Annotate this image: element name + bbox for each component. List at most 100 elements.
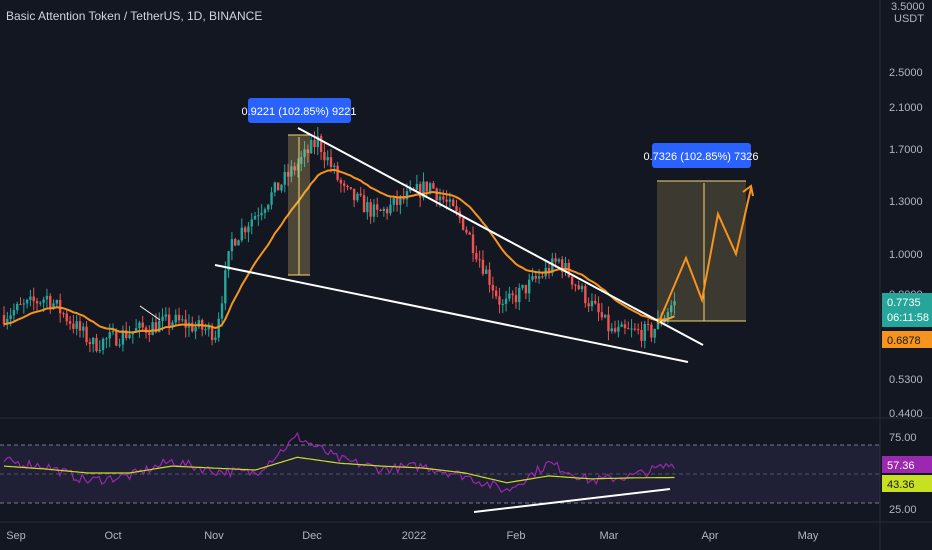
candle-body — [62, 313, 65, 315]
candle-body — [134, 328, 138, 332]
time-label-apr: Apr — [701, 530, 718, 542]
candle-body — [475, 253, 478, 260]
candle-body — [379, 209, 382, 211]
candle-body — [537, 276, 541, 279]
candle-body — [42, 299, 45, 303]
rsi-axis[interactable]: 75.00 57.36 43.36 25.00 — [882, 432, 932, 516]
candle-body — [260, 212, 263, 216]
candle-body — [214, 337, 217, 340]
candle-body — [2, 315, 6, 325]
candle-body — [78, 321, 82, 331]
candle-body — [584, 285, 587, 304]
candle-body — [39, 302, 42, 304]
candle-body — [445, 199, 448, 202]
rsi-ma-line — [3, 456, 675, 484]
time-label-oct: Oct — [104, 530, 121, 542]
candle-body — [673, 301, 676, 306]
candle-body — [220, 303, 224, 319]
candle-body — [118, 344, 121, 346]
candle-body — [372, 204, 376, 217]
price-tick-0: 3.5000 — [891, 1, 925, 13]
candle-body — [121, 330, 125, 345]
candle-body — [181, 319, 184, 321]
candle-body — [442, 196, 445, 200]
candle-body — [306, 149, 310, 154]
candle-body — [273, 182, 277, 193]
candle-body — [471, 234, 475, 254]
candle-body — [349, 187, 353, 189]
candle-body — [91, 337, 95, 345]
candle-body — [247, 226, 250, 233]
candle-body — [290, 166, 293, 177]
candle-body — [577, 285, 580, 290]
candle-body — [280, 184, 283, 191]
candle-body — [257, 215, 260, 217]
candle-body — [55, 299, 59, 304]
candle-body — [210, 325, 214, 340]
candle-body — [111, 330, 115, 333]
candle-body — [534, 276, 537, 279]
candle-body — [293, 166, 296, 171]
candle-body — [267, 204, 270, 210]
candle-body — [643, 323, 646, 341]
candle-body — [428, 183, 432, 192]
candle-body — [455, 206, 458, 212]
candle-body — [369, 202, 372, 217]
measure-label-2: 0.7326 (102.85%) 7326 — [644, 151, 759, 163]
candle-body — [352, 188, 356, 201]
time-axis[interactable]: Sep Oct Nov Dec 2022 Feb Mar Apr May — [6, 530, 819, 542]
candle-body — [405, 191, 409, 200]
projection-arrowhead — [742, 184, 754, 197]
candle-body — [296, 163, 300, 171]
candle-body — [376, 204, 379, 210]
candle-body — [564, 263, 567, 272]
candle-body — [511, 293, 514, 296]
candle-body — [630, 328, 633, 330]
wedge-lower-trendline[interactable] — [214, 264, 689, 363]
candle-body — [68, 321, 72, 324]
ema-line — [3, 168, 675, 334]
candle-body — [237, 240, 240, 246]
projection-path[interactable] — [657, 187, 752, 325]
candle-body — [531, 276, 534, 280]
candle-body — [283, 171, 286, 185]
candle-body — [45, 295, 49, 300]
candle-body — [85, 326, 88, 343]
candle-body — [240, 227, 244, 241]
current-price-badge — [882, 293, 932, 327]
candle-body — [339, 179, 343, 184]
candle-body — [128, 334, 131, 339]
rsi-band — [0, 445, 880, 503]
candle-body — [356, 193, 359, 201]
candle-body — [154, 322, 158, 333]
candle-body — [561, 259, 564, 272]
candle-body — [243, 227, 247, 233]
rsi-trendline[interactable] — [473, 488, 671, 513]
candle-body — [49, 295, 52, 309]
candle-body — [607, 314, 610, 332]
candle-body — [309, 139, 313, 154]
price-tick-2: 2.1000 — [889, 102, 923, 114]
candle-body — [587, 303, 590, 307]
candle-body — [329, 157, 333, 167]
rsi-tick-25: 25.00 — [889, 504, 917, 516]
wedge-upper-trendline[interactable] — [297, 127, 704, 346]
candle-body — [399, 196, 402, 205]
candle-body — [574, 284, 577, 286]
candle-body — [174, 314, 177, 323]
candle-body — [620, 324, 623, 327]
candle-body — [204, 329, 207, 331]
candle-body — [52, 303, 55, 309]
price-axis[interactable]: 3.5000 USDT 2.5000 2.1000 1.7000 1.3000 … — [882, 1, 932, 420]
candle-body — [485, 269, 488, 274]
time-label-dec: Dec — [302, 530, 322, 542]
ema-badge — [882, 331, 932, 348]
candle-body — [409, 188, 412, 192]
candle-body — [425, 181, 428, 192]
candle-body — [481, 259, 485, 274]
rsi-line — [3, 431, 676, 493]
candle-body — [359, 193, 362, 196]
candle-body — [438, 196, 442, 201]
candle-body — [597, 303, 600, 313]
